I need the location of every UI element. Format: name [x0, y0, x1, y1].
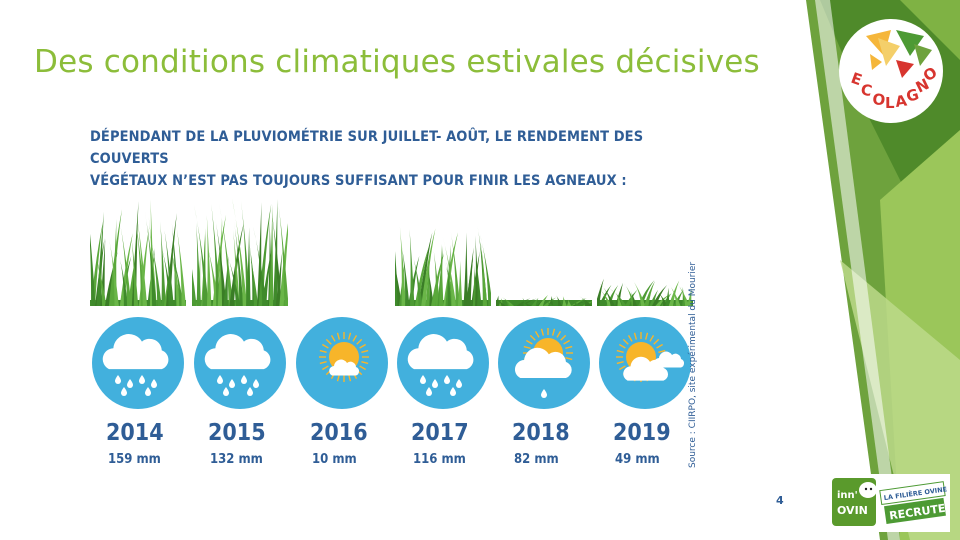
headline-line-1: DÉPENDANT DE LA PLUVIOMÉTRIE SUR JUILLET…	[90, 129, 644, 167]
rainfall-value: 10 mm	[312, 452, 357, 467]
rain-cloud-icon	[92, 317, 184, 409]
ecolagno-logo: E C O L A G N O	[836, 16, 946, 126]
svg-text:C: C	[859, 80, 874, 100]
svg-text:L: L	[885, 94, 895, 112]
grass-illustration	[494, 188, 599, 306]
year-label: 2014	[106, 420, 164, 446]
year-label: 2016	[310, 420, 368, 446]
rain-cloud-icon	[194, 317, 286, 409]
svg-text:A: A	[894, 91, 908, 110]
slide-title: Des conditions climatiques estivales déc…	[34, 44, 760, 80]
rainfall-value: 132 mm	[210, 452, 263, 467]
rainfall-value: 82 mm	[514, 452, 559, 467]
rainfall-value: 116 mm	[413, 452, 466, 467]
rainfall-value: 159 mm	[108, 452, 161, 467]
innovin-logo: inn' OVIN LA FILIÈRE OVINE RECRUTE	[830, 474, 950, 532]
headline-line-2: VÉGÉTAUX N’EST PAS TOUJOURS SUFFISANT PO…	[90, 173, 627, 189]
grass-illustration	[182, 188, 292, 306]
year-label: 2017	[411, 420, 469, 446]
svg-text:G: G	[904, 85, 921, 106]
sun-cloud-icon	[599, 317, 691, 409]
year-label: 2015	[208, 420, 266, 446]
rain-cloud-icon	[397, 317, 489, 409]
grass-illustration	[294, 188, 390, 306]
sun-small-cloud-icon	[296, 317, 388, 409]
year-label: 2018	[512, 420, 570, 446]
rainfall-value: 49 mm	[615, 452, 660, 467]
year-label: 2019	[613, 420, 671, 446]
grass-illustration	[86, 188, 186, 306]
sun-cloud-rain-icon	[498, 317, 590, 409]
grass-illustration	[392, 188, 493, 306]
innovin-line2: OVIN	[837, 504, 868, 517]
svg-text:O: O	[872, 90, 887, 109]
infographic-headline: DÉPENDANT DE LA PLUVIOMÉTRIE SUR JUILLET…	[90, 126, 690, 192]
source-note: Source : CIIRPO, site expérimental du Mo…	[688, 261, 698, 468]
page-number: 4	[776, 494, 784, 507]
grass-illustration	[595, 188, 693, 306]
innovin-line1: inn'	[837, 490, 858, 501]
